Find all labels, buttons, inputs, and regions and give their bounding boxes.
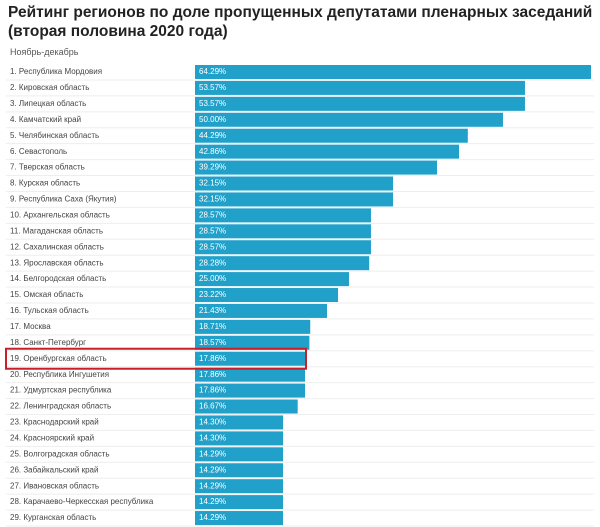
bar	[195, 367, 306, 382]
bar	[195, 303, 327, 318]
category-label: 15. Омская область	[10, 290, 83, 299]
category-label: 12. Сахалинская область	[10, 242, 104, 251]
value-label: 53.57%	[199, 99, 226, 108]
category-label: 10. Архангельская область	[10, 210, 110, 219]
value-label: 14.30%	[199, 418, 226, 427]
bar	[195, 192, 394, 207]
category-label: 9. Республика Саха (Якутия)	[10, 195, 117, 204]
category-label: 2. Кировская область	[10, 83, 89, 92]
value-label: 42.86%	[199, 147, 226, 156]
chart-title: Рейтинг регионов по доле пропущенных деп…	[8, 4, 593, 40]
chart-subtitle: Ноябрь-декабрь	[10, 47, 79, 57]
bar	[195, 319, 311, 334]
value-label: 21.43%	[199, 306, 226, 315]
value-label: 25.00%	[199, 274, 226, 283]
value-label: 32.15%	[199, 195, 226, 204]
value-label: 14.29%	[199, 465, 226, 474]
bar	[195, 351, 306, 366]
value-label: 28.57%	[199, 210, 226, 219]
value-label: 64.29%	[199, 67, 226, 76]
bar	[195, 80, 525, 95]
value-label: 18.71%	[199, 322, 226, 331]
value-label: 17.86%	[199, 370, 226, 379]
category-label: 5. Челябинская область	[10, 131, 99, 140]
category-label: 21. Удмуртская республика	[10, 386, 112, 395]
bar	[195, 463, 284, 478]
bar	[195, 495, 284, 510]
bar	[195, 272, 349, 287]
bar	[195, 383, 306, 398]
value-label: 16.67%	[199, 402, 226, 411]
category-label: 25. Волгоградская область	[10, 449, 110, 458]
bar	[195, 224, 371, 239]
value-label: 14.30%	[199, 433, 226, 442]
bar	[195, 96, 525, 111]
bar	[195, 160, 438, 175]
bar	[195, 65, 591, 79]
value-label: 17.86%	[199, 354, 226, 363]
category-label: 26. Забайкальский край	[10, 465, 98, 474]
bar	[195, 208, 371, 223]
value-label: 14.29%	[199, 497, 226, 506]
category-label: 6. Севастополь	[10, 147, 67, 156]
bar	[195, 511, 284, 526]
category-label: 1. Республика Мордовия	[10, 67, 102, 76]
bar	[195, 288, 339, 303]
category-label: 23. Краснодарский край	[10, 418, 99, 427]
bar	[195, 399, 298, 414]
category-label: 4. Камчатский край	[10, 115, 81, 124]
bar	[195, 431, 284, 446]
bar	[195, 256, 370, 271]
bar	[195, 128, 468, 143]
value-label: 23.22%	[199, 290, 226, 299]
bar	[195, 112, 503, 127]
category-label: 20. Республика Ингушетия	[10, 370, 109, 379]
category-label: 18. Санкт-Петербург	[10, 338, 86, 347]
value-label: 14.29%	[199, 513, 226, 522]
highlight-box	[5, 347, 307, 370]
bar	[195, 447, 284, 462]
value-label: 28.57%	[199, 242, 226, 251]
value-label: 28.57%	[199, 226, 226, 235]
category-label: 27. Ивановская область	[10, 481, 99, 490]
bar	[195, 415, 284, 430]
category-label: 14. Белгородская область	[10, 274, 106, 283]
value-label: 28.28%	[199, 258, 226, 267]
category-label: 11. Магаданская область	[10, 226, 103, 235]
value-label: 53.57%	[199, 83, 226, 92]
category-label: 13. Ярославская область	[10, 258, 104, 267]
bar	[195, 144, 459, 159]
category-label: 28. Карачаево-Черкесская республика	[10, 497, 154, 506]
category-label: 22. Ленинградская область	[10, 402, 111, 411]
bar	[195, 479, 284, 494]
value-label: 17.86%	[199, 386, 226, 395]
value-label: 18.57%	[199, 338, 226, 347]
category-label: 16. Тульская область	[10, 306, 89, 315]
category-label: 24. Красноярский край	[10, 433, 94, 442]
category-label: 29. Курганская область	[10, 513, 96, 522]
category-label: 8. Курская область	[10, 179, 80, 188]
value-label: 44.29%	[199, 131, 226, 140]
bar	[195, 335, 310, 350]
value-label: 14.29%	[199, 481, 226, 490]
category-label: 19. Оренбургская область	[10, 354, 107, 363]
value-label: 14.29%	[199, 449, 226, 458]
category-label: 7. Тверская область	[10, 163, 85, 172]
category-label: 3. Липецкая область	[10, 99, 86, 108]
bar	[195, 176, 394, 191]
value-label: 39.29%	[199, 163, 226, 172]
value-label: 32.15%	[199, 179, 226, 188]
value-label: 50.00%	[199, 115, 226, 124]
category-label: 17. Москва	[10, 322, 51, 331]
bar	[195, 240, 371, 255]
